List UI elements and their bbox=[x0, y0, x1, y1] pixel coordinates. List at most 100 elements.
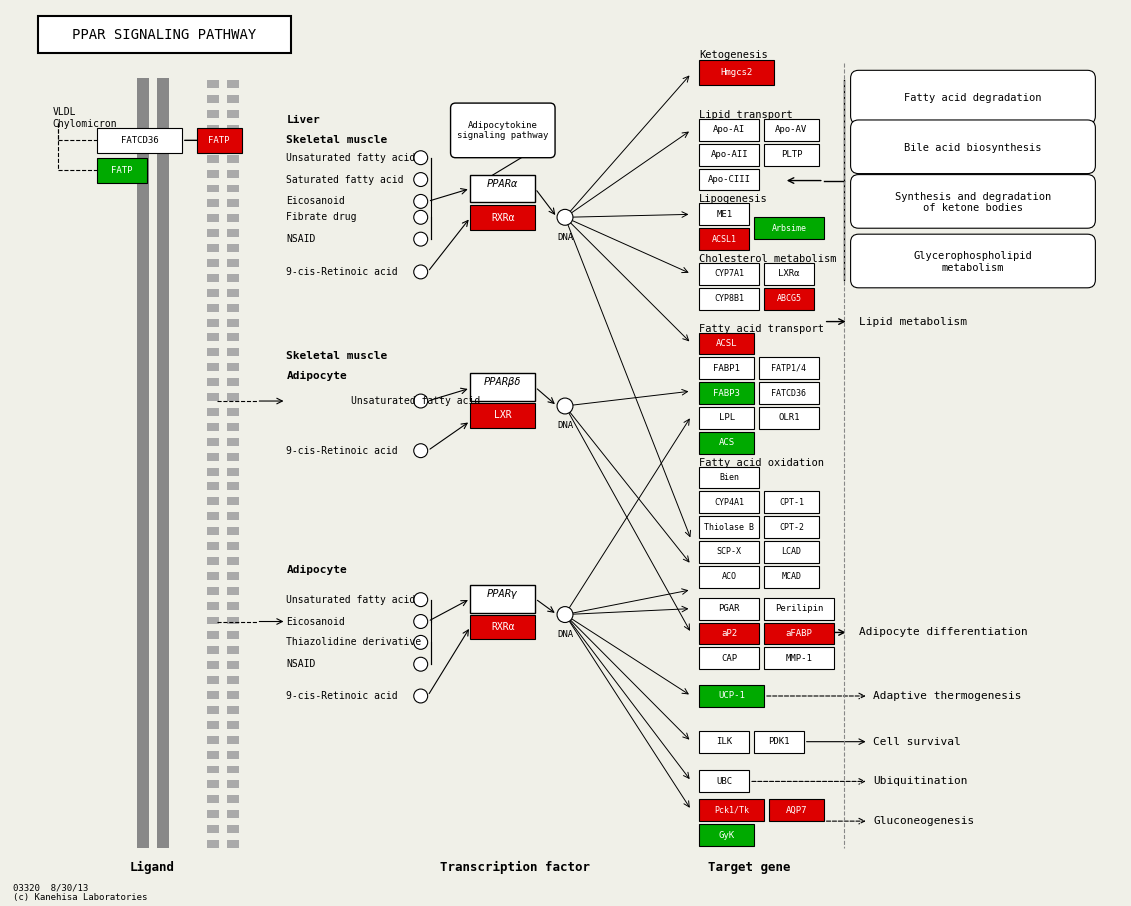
Bar bbox=[207, 185, 218, 192]
Bar bbox=[226, 780, 239, 788]
Text: Cholesterol metabolism: Cholesterol metabolism bbox=[699, 254, 837, 264]
Text: DNA: DNA bbox=[556, 421, 573, 430]
Text: Ligand: Ligand bbox=[130, 862, 174, 874]
Text: LPL: LPL bbox=[718, 413, 735, 422]
Bar bbox=[765, 288, 814, 310]
Bar bbox=[226, 706, 239, 714]
Text: Adipocyte: Adipocyte bbox=[286, 371, 347, 381]
Bar bbox=[470, 206, 535, 230]
Text: Eicosanoid: Eicosanoid bbox=[286, 197, 345, 207]
Bar bbox=[207, 497, 218, 506]
Text: ACS: ACS bbox=[718, 439, 735, 448]
Bar bbox=[207, 602, 218, 610]
Bar bbox=[207, 304, 218, 312]
Text: 03320  8/30/13: 03320 8/30/13 bbox=[12, 883, 88, 892]
Bar bbox=[699, 731, 749, 753]
Bar bbox=[207, 527, 218, 535]
Bar bbox=[226, 766, 239, 774]
Bar bbox=[226, 512, 239, 520]
Text: Gluconeogenesis: Gluconeogenesis bbox=[873, 816, 975, 826]
Bar bbox=[226, 810, 239, 818]
Bar bbox=[207, 631, 218, 640]
Bar bbox=[207, 557, 218, 565]
Text: aFABP: aFABP bbox=[785, 629, 812, 638]
Text: Adipocyte differentiation: Adipocyte differentiation bbox=[858, 628, 1027, 638]
Text: Fatty acid degradation: Fatty acid degradation bbox=[905, 93, 1042, 103]
Bar bbox=[226, 527, 239, 535]
Text: CYP8B1: CYP8B1 bbox=[714, 294, 744, 304]
Text: Bien: Bien bbox=[719, 473, 740, 482]
Text: Bile acid biosynthesis: Bile acid biosynthesis bbox=[905, 143, 1042, 153]
Bar bbox=[207, 483, 218, 490]
Circle shape bbox=[558, 607, 573, 622]
Text: GyK: GyK bbox=[718, 831, 735, 840]
Text: Target gene: Target gene bbox=[708, 862, 791, 874]
Text: CYP4A1: CYP4A1 bbox=[714, 497, 744, 506]
Text: ACSL: ACSL bbox=[716, 339, 737, 348]
Bar bbox=[207, 438, 218, 446]
Bar bbox=[226, 691, 239, 699]
Text: Skeletal muscle: Skeletal muscle bbox=[286, 352, 388, 361]
Bar bbox=[226, 542, 239, 550]
Text: 9-cis-Retinoic acid: 9-cis-Retinoic acid bbox=[286, 267, 398, 277]
Text: FATCD36: FATCD36 bbox=[121, 136, 158, 145]
FancyBboxPatch shape bbox=[851, 234, 1096, 288]
Text: ABCG5: ABCG5 bbox=[776, 294, 802, 304]
Text: FATP: FATP bbox=[208, 136, 230, 145]
Text: Cell survival: Cell survival bbox=[873, 737, 961, 747]
Circle shape bbox=[414, 195, 428, 208]
Bar bbox=[97, 128, 182, 153]
Bar bbox=[226, 557, 239, 565]
Bar bbox=[207, 289, 218, 297]
Bar bbox=[699, 169, 759, 190]
Text: CAP: CAP bbox=[722, 654, 737, 663]
Bar bbox=[226, 155, 239, 163]
Text: ACSL1: ACSL1 bbox=[711, 235, 736, 244]
Bar bbox=[207, 825, 218, 833]
FancyBboxPatch shape bbox=[450, 103, 555, 158]
Circle shape bbox=[414, 635, 428, 650]
Bar bbox=[226, 378, 239, 386]
Bar bbox=[699, 61, 774, 85]
Bar bbox=[226, 572, 239, 580]
Bar bbox=[207, 736, 218, 744]
Circle shape bbox=[414, 593, 428, 607]
Bar bbox=[157, 78, 169, 848]
Bar bbox=[226, 229, 239, 237]
Bar bbox=[226, 259, 239, 267]
FancyBboxPatch shape bbox=[851, 175, 1096, 228]
Bar bbox=[226, 661, 239, 670]
Bar bbox=[207, 661, 218, 670]
Bar bbox=[207, 750, 218, 758]
Bar bbox=[226, 125, 239, 133]
Bar bbox=[226, 721, 239, 728]
Text: Unsaturated fatty acid: Unsaturated fatty acid bbox=[286, 594, 415, 604]
Bar bbox=[699, 144, 759, 166]
Bar bbox=[207, 676, 218, 684]
Bar bbox=[699, 770, 749, 793]
Bar bbox=[226, 825, 239, 833]
Text: FABP3: FABP3 bbox=[714, 389, 740, 398]
Bar bbox=[226, 631, 239, 640]
Bar bbox=[226, 736, 239, 744]
Circle shape bbox=[414, 394, 428, 408]
Bar bbox=[226, 304, 239, 312]
Bar bbox=[207, 453, 218, 460]
Circle shape bbox=[414, 657, 428, 671]
Bar bbox=[754, 731, 804, 753]
Bar bbox=[759, 357, 819, 380]
Bar bbox=[699, 357, 754, 380]
Bar bbox=[765, 622, 834, 644]
Bar bbox=[207, 646, 218, 654]
Text: Apo-CIII: Apo-CIII bbox=[708, 175, 751, 184]
Text: CYP7A1: CYP7A1 bbox=[714, 269, 744, 278]
Bar bbox=[226, 244, 239, 252]
Bar bbox=[207, 378, 218, 386]
Bar bbox=[765, 541, 819, 563]
Text: MMP-1: MMP-1 bbox=[785, 654, 812, 663]
Text: DNA: DNA bbox=[556, 630, 573, 639]
Text: ME1: ME1 bbox=[716, 210, 732, 219]
Bar bbox=[207, 706, 218, 714]
Circle shape bbox=[558, 209, 573, 226]
Bar bbox=[699, 566, 759, 588]
